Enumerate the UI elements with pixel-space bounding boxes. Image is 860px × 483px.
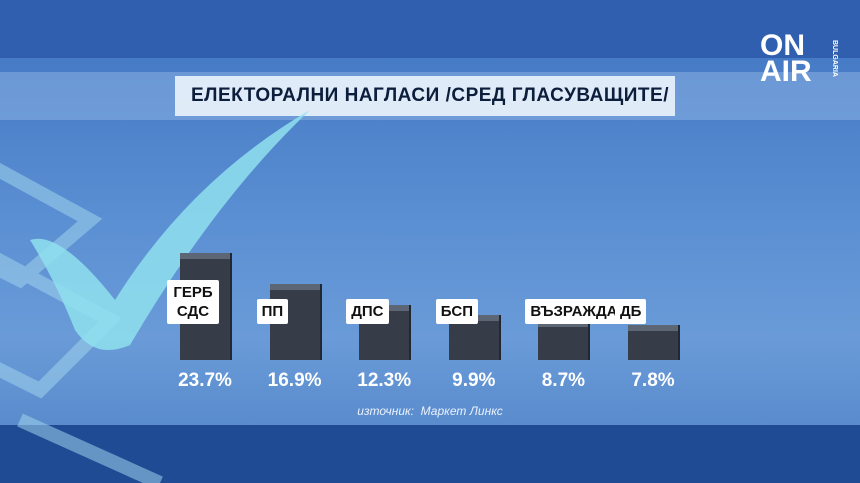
category-label: ГЕРБ СДС	[167, 280, 219, 324]
value-label: 12.3%	[357, 370, 412, 391]
value-label: 8.7%	[541, 370, 586, 391]
logo-subtitle: BULGARIA	[831, 40, 838, 77]
value-label: 16.9%	[267, 370, 322, 391]
value-label: 23.7%	[178, 370, 232, 391]
category-label: ДПС	[346, 299, 389, 324]
category-label: ДБ	[615, 299, 647, 324]
category-label: БСП	[435, 299, 478, 324]
value-label: 9.9%	[452, 370, 496, 391]
chart-title: ЕЛЕКТОРАЛНИ НАГЛАСИ /СРЕД ГЛАСУВАЩИТЕ/	[191, 85, 669, 106]
logo: ON AIR	[760, 29, 812, 88]
bar	[538, 320, 589, 360]
category-label: ВЪЗРАЖДАНЕ	[525, 299, 644, 324]
value-label: 7.8%	[631, 370, 675, 391]
bar	[628, 324, 678, 360]
category-label: ПП	[256, 299, 289, 324]
source-note: източник: Маркет Линкс	[357, 404, 503, 418]
